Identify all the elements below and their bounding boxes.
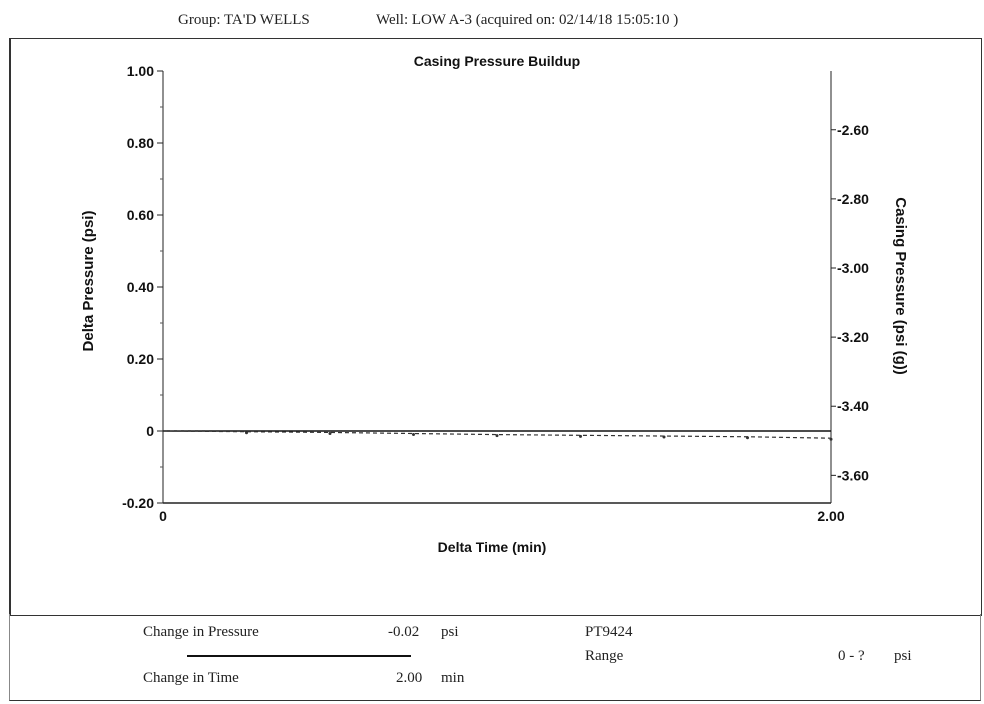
y-tick-label: 0.80 xyxy=(127,135,154,151)
change-pressure-label: Change in Pressure xyxy=(143,624,259,640)
y2-axis-label: Casing Pressure (psi (g)) xyxy=(892,197,909,375)
y-tick-label: 1.00 xyxy=(127,63,154,79)
x-axis-label: Delta Time (min) xyxy=(438,539,547,555)
change-time-unit: min xyxy=(441,670,465,686)
change-pressure-value: -0.02 xyxy=(388,624,420,640)
fraction-divider xyxy=(187,655,411,657)
data-point xyxy=(328,431,332,435)
y-axis-label: Delta Pressure (psi) xyxy=(80,211,97,352)
y-tick-label: -0.20 xyxy=(122,495,154,511)
y2-tick-label: -3.60 xyxy=(837,467,869,483)
data-point xyxy=(495,434,499,438)
y2-tick-label: -3.40 xyxy=(837,398,869,414)
change-time-value: 2.00 xyxy=(396,670,423,686)
y2-tick-label: -2.80 xyxy=(837,191,869,207)
well-label: Well: LOW A-3 (acquired on: 02/14/18 15:… xyxy=(376,12,679,28)
chart-frame xyxy=(9,38,982,616)
change-time-label: Change in Time xyxy=(143,670,239,686)
group-label: Group: TA'D WELLS xyxy=(178,12,310,28)
data-point xyxy=(245,431,248,435)
data-point xyxy=(746,436,749,440)
data-point xyxy=(662,435,666,439)
y-tick-label: 0.60 xyxy=(127,207,154,223)
chart-title: Casing Pressure Buildup xyxy=(414,53,580,69)
y-tick-label: 0.40 xyxy=(127,279,154,295)
x-tick-label: 2.00 xyxy=(817,508,844,524)
x-tick-label: 0 xyxy=(159,508,167,524)
y2-tick-label: -2.60 xyxy=(837,122,869,138)
sensor-tag: PT9424 xyxy=(585,624,633,640)
range-unit: psi xyxy=(894,648,912,664)
change-pressure-unit: psi xyxy=(441,624,459,640)
series-line xyxy=(162,430,832,439)
chart-axes: 1.00 0.80 0.60 0.40 0.20 0 -0.20 -2.60 -2.80 -3.0… xyxy=(122,63,869,524)
y2-tick-label: -3.20 xyxy=(837,329,869,345)
data-point xyxy=(412,433,415,437)
range-label: Range xyxy=(585,648,624,664)
y-tick-label: 0 xyxy=(146,423,154,439)
y2-tick-label: -3.00 xyxy=(837,260,869,276)
summary-panel xyxy=(9,614,981,701)
range-value: 0 - ? xyxy=(838,648,865,664)
data-point xyxy=(829,437,833,441)
y-tick-label: 0.20 xyxy=(127,351,154,367)
data-point xyxy=(579,434,582,438)
chart-marks xyxy=(162,430,833,441)
